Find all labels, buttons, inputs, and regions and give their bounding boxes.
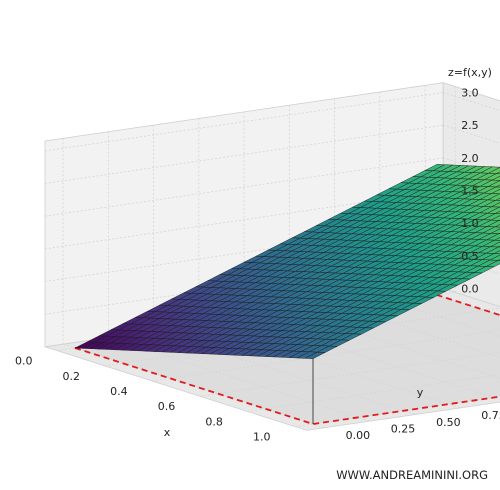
z-tick-label: 3.0 [461,87,479,100]
x-tick-label: 0.2 [63,370,81,383]
x-tick-label: 0.6 [158,400,176,413]
watermark-text: WWW.ANDREAMININI.ORG [336,468,488,482]
surface-cell [304,351,326,359]
domain-rectangle [74,294,500,425]
surface-cell [494,224,500,228]
y-tick-label: 0.75 [481,409,500,422]
grid-z-rightwall [443,288,500,308]
z-tick-label: 1.0 [461,217,479,230]
z-tick-label: 2.0 [461,152,479,165]
grid-z-leftwall [44,222,444,282]
surface-cell [495,210,500,215]
grid-z-leftwall [44,92,444,152]
z-tick-label: 1.5 [461,185,479,198]
surface-cell [494,197,500,201]
x-axis-label: x [164,426,171,439]
x-tick-label: 0.4 [110,385,128,398]
grid-z-leftwall [44,157,444,217]
z-tick-label: 0.5 [461,250,479,263]
grid-z-leftwall [44,124,444,184]
grid-z-leftwall [44,190,444,250]
x-tick-label: 1.0 [253,431,271,444]
domain-drop-lines [312,358,314,424]
surface-cell [495,171,500,175]
y-tick-label: 0.25 [391,423,416,436]
y-tick-label: 0.00 [346,429,371,442]
domain-outline [74,294,500,425]
x-tick-label: 0.8 [205,415,223,428]
x-tick-label: 0.0 [15,355,33,368]
y-tick-label: 0.50 [436,416,461,429]
z-tick-label: 2.5 [461,119,479,132]
surface-mesh [74,164,500,359]
y-axis-label: y [417,386,424,399]
z-tick-label: 0.0 [461,283,479,296]
z-axis-label: z=f(x,y) [448,66,492,79]
tick-labels: 0.00.20.40.60.81.00.000.250.500.751.001.… [15,87,500,444]
grid-z-rightwall [443,92,500,112]
grid-z-rightwall [443,124,500,144]
surface-cell [495,184,500,188]
